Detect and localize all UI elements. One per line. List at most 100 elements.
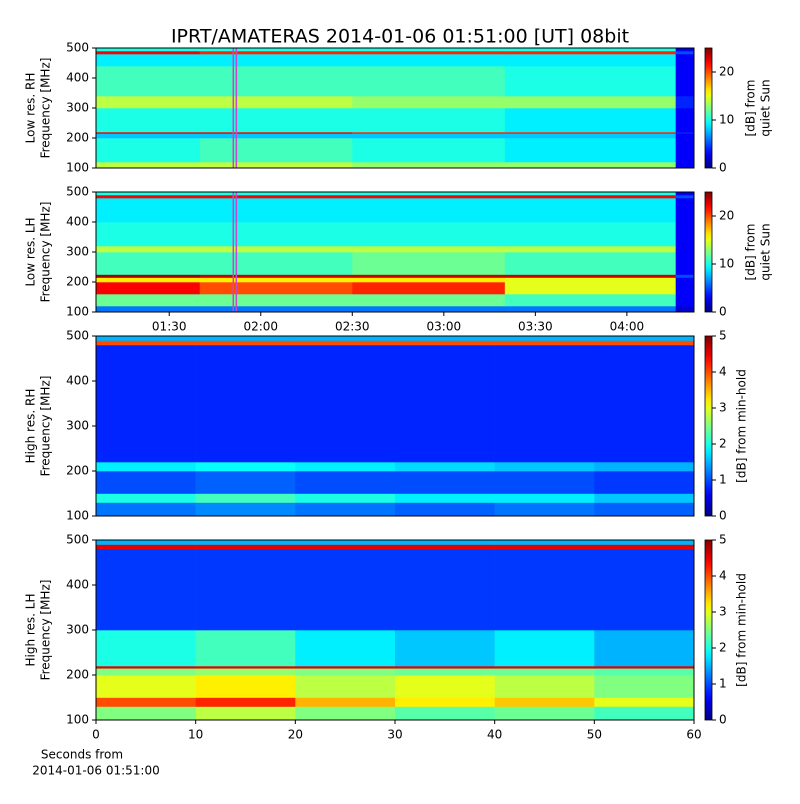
heatmap-cell (594, 668, 695, 676)
heatmap-cell (96, 493, 196, 503)
heatmap-cell (675, 198, 695, 223)
heatmap-cell (195, 471, 296, 494)
colorbar-tick-label: 3 (719, 605, 727, 619)
heatmap-cell (494, 502, 595, 517)
heatmap-cell (504, 195, 676, 199)
heatmap-cell (675, 133, 695, 139)
x-tick-label: 60 (686, 728, 701, 742)
heatmap-cell (395, 540, 495, 545)
heatmap-cell (199, 198, 353, 223)
heatmap-cell (494, 706, 595, 721)
heatmap-cell (594, 502, 695, 517)
heatmap-cell (675, 306, 695, 313)
heatmap-cell (395, 549, 495, 631)
heatmap-cell (96, 222, 201, 247)
heatmap-cell (594, 462, 695, 472)
colorbar-label: quiet Sun (759, 79, 773, 136)
colorbar-tick-label: 5 (719, 329, 727, 343)
heatmap-cell (504, 132, 676, 134)
colorbar (704, 539, 713, 721)
heatmap-cell (199, 252, 353, 275)
heatmap-cell (96, 96, 201, 109)
heatmap-cell (675, 108, 695, 133)
heatmap-cell (675, 66, 695, 97)
heatmap-cell (96, 133, 201, 139)
y-axis-label: Frequency [MHz] (39, 202, 53, 303)
y-tick-label: 300 (66, 245, 89, 259)
heatmap-cell (96, 675, 196, 698)
heatmap-cell (96, 48, 201, 52)
heatmap-cell (395, 336, 495, 341)
heatmap-cell (352, 66, 506, 97)
heatmap-cell (96, 668, 196, 676)
heatmap-cell (352, 138, 506, 163)
heatmap-cell (395, 630, 495, 667)
heatmap-cell (295, 336, 396, 341)
colorbar-label: [dB] from (744, 224, 758, 281)
x-tick-label: 01:30 (152, 320, 187, 334)
x-axis-label: Seconds from (41, 748, 123, 762)
y-tick-label: 100 (66, 161, 89, 175)
heatmap-cell (96, 274, 201, 278)
heatmap-cell (395, 544, 495, 550)
heatmap-cell (504, 192, 676, 196)
heatmap-cell (594, 340, 695, 346)
x-tick-label: 20 (288, 728, 303, 742)
heatmap-cell (96, 471, 196, 494)
heatmap-cell (199, 294, 353, 307)
y-tick-label: 100 (66, 509, 89, 523)
heatmap-cell (675, 222, 695, 247)
colorbar-tick-label: 0 (719, 713, 727, 727)
heatmap-cell (504, 282, 676, 295)
heatmap-cell (199, 48, 353, 52)
heatmap-cell (295, 549, 396, 631)
heatmap-cell (504, 138, 676, 163)
heatmap-cell (494, 471, 595, 494)
colorbar-label: [dB] from min-hold (735, 369, 749, 483)
heatmap-cell (199, 51, 353, 55)
heatmap-cell (199, 96, 353, 109)
heatmap-cell (352, 252, 506, 275)
heatmap-cell (494, 336, 595, 341)
y-tick-label: 500 (66, 329, 89, 343)
y-tick-label: 300 (66, 101, 89, 115)
heatmap-cell (199, 108, 353, 133)
colorbar-tick-label: 20 (719, 65, 734, 79)
x-tick-label: 30 (387, 728, 402, 742)
y-tick-label: 200 (66, 668, 89, 682)
colorbar-tick-label: 4 (719, 569, 727, 583)
heatmap-cell (594, 345, 695, 463)
colorbar-label: [dB] from min-hold (735, 573, 749, 687)
heatmap-cell (675, 246, 695, 253)
colorbar-tick-label: 5 (719, 533, 727, 547)
heatmap-cell (594, 549, 695, 631)
heatmap-cell (675, 48, 695, 52)
y-axis-label: Frequency [MHz] (39, 58, 53, 159)
colorbar-tick-label: 0 (719, 509, 727, 523)
heatmap-cell (594, 493, 695, 503)
colorbar-tick-label: 20 (719, 209, 734, 223)
heatmap-cell (395, 345, 495, 463)
x-tick-label: 02:00 (243, 320, 278, 334)
y-tick-label: 300 (66, 623, 89, 637)
heatmap-cell (494, 462, 595, 472)
heatmap-cell (494, 345, 595, 463)
heatmap-cell (675, 162, 695, 169)
heatmap-cell (199, 222, 353, 247)
heatmap-cell (96, 66, 201, 97)
heatmap-cell (352, 162, 506, 169)
heatmap-cell (96, 51, 201, 55)
heatmap-cell (199, 132, 353, 134)
heatmap-cell (494, 697, 595, 707)
heatmap-cell (96, 666, 196, 669)
heatmap-cell (675, 195, 695, 199)
heatmap-cell (594, 666, 695, 669)
heatmap-cell (96, 277, 201, 283)
heatmap-cell (195, 340, 296, 346)
heatmap-cell (199, 54, 353, 67)
y-tick-label: 200 (66, 275, 89, 289)
heatmap-cell (675, 51, 695, 55)
heatmap-cell (352, 306, 506, 313)
heatmap-cell (352, 294, 506, 307)
